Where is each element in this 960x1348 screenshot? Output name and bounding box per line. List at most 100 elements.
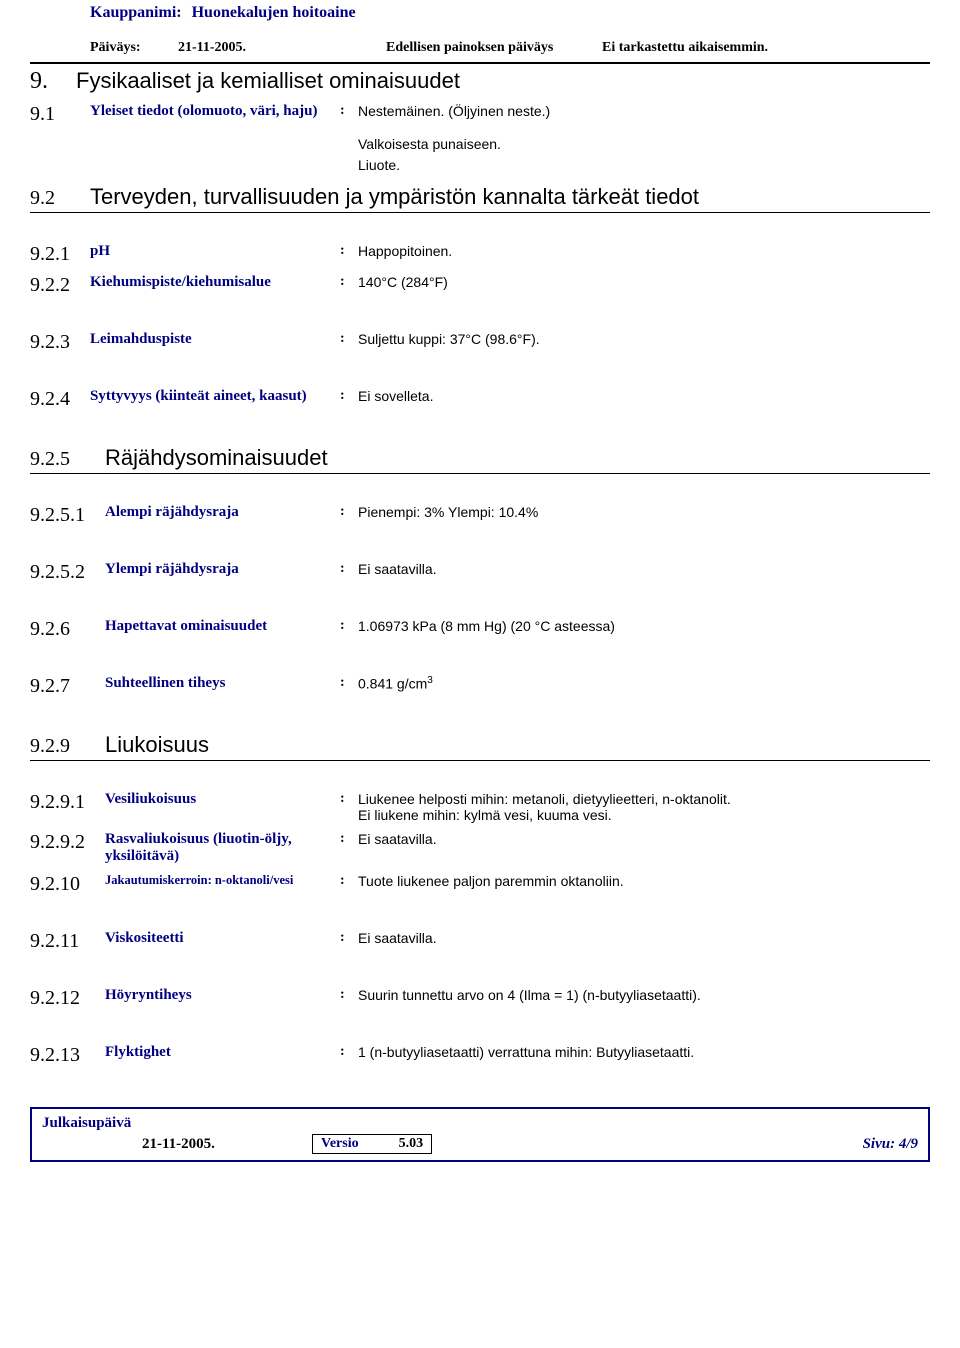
- footer-pub-label: Julkaisupäivä: [42, 1115, 918, 1132]
- sub-title: Liukoisuus: [105, 732, 209, 758]
- row-9-2-9-2: 9.2.9.2 Rasvaliukoisuus (liuotin-öljy, y…: [0, 831, 960, 865]
- row-label: Kiehumispiste/kiehumisalue: [90, 274, 340, 291]
- row-9-2-2: 9.2.2 Kiehumispiste/kiehumisalue : 140°C…: [0, 274, 960, 297]
- row-9-2-1: 9.2.1 pH : Happopitoinen.: [0, 243, 960, 266]
- row-num: 9.2.4: [30, 388, 90, 411]
- row-value: Ei saatavilla.: [358, 561, 930, 577]
- row-9-1-extra: Valkoisesta punaiseen. Liuote.: [0, 134, 960, 176]
- section-9-title: Fysikaaliset ja kemialliset ominaisuudet: [76, 68, 460, 94]
- row-num: 9.2.10: [30, 873, 105, 896]
- row-9-2-10: 9.2.10 Jakautumiskerroin: n-oktanoli/ves…: [0, 873, 960, 896]
- footer-version-label: Versio: [321, 1136, 359, 1152]
- extra-line: Valkoisesta punaiseen.: [358, 134, 960, 155]
- row-num: 9.2.1: [30, 243, 90, 266]
- row-label: Rasvaliukoisuus (liuotin-öljy, yksilöitä…: [105, 831, 340, 865]
- row-value: Ei saatavilla.: [358, 930, 930, 946]
- colon: :: [340, 791, 358, 807]
- row-label: Syttyvyys (kiinteät aineet, kaasut): [90, 388, 340, 405]
- colon: :: [340, 103, 358, 119]
- colon: :: [340, 561, 358, 577]
- sub-title: Terveyden, turvallisuuden ja ympäristön …: [90, 184, 699, 210]
- row-num: 9.2.5.2: [30, 561, 105, 584]
- row-value: 140°C (284°F): [358, 274, 930, 290]
- row-value: 0.841 g/cm3: [358, 675, 930, 692]
- header-tradename: Kauppanimi: Huonekalujen hoitoaine: [90, 4, 930, 22]
- date-value: 21-11-2005.: [178, 40, 386, 56]
- colon: :: [340, 274, 358, 290]
- page-footer: Julkaisupäivä 21-11-2005. Versio 5.03 Si…: [30, 1107, 930, 1162]
- colon: :: [340, 504, 358, 520]
- colon: :: [340, 930, 358, 946]
- row-label: Yleiset tiedot (olomuoto, väri, haju): [90, 103, 340, 120]
- footer-date: 21-11-2005.: [42, 1136, 312, 1153]
- row-num: 9.2.3: [30, 331, 90, 354]
- row-label: pH: [90, 243, 340, 260]
- header-dates: Päiväys: 21-11-2005. Edellisen painoksen…: [90, 40, 930, 56]
- row-9-2-5-2: 9.2.5.2 Ylempi räjähdysraja : Ei saatavi…: [0, 561, 960, 584]
- row-9-2-5-1: 9.2.5.1 Alempi räjähdysraja : Pienempi: …: [0, 504, 960, 527]
- row-9-2-12: 9.2.12 Höyryntiheys : Suurin tunnettu ar…: [0, 987, 960, 1010]
- colon: :: [340, 388, 358, 404]
- sub-num: 9.2: [30, 187, 90, 210]
- row-num: 9.2.11: [30, 930, 105, 953]
- row-9-2-3: 9.2.3 Leimahduspiste : Suljettu kuppi: 3…: [0, 331, 960, 354]
- row-label: Höyryntiheys: [105, 987, 340, 1004]
- row-num: 9.2.6: [30, 618, 105, 641]
- row-num: 9.2.12: [30, 987, 105, 1010]
- row-value: 1 (n-butyyliasetaatti) verrattuna mihin:…: [358, 1044, 930, 1060]
- row-value: Ei saatavilla.: [358, 831, 930, 847]
- row-num: 9.2.5.1: [30, 504, 105, 527]
- divider: [30, 760, 930, 761]
- row-label: Jakautumiskerroin: n-oktanoli/vesi: [105, 873, 340, 888]
- colon: :: [340, 331, 358, 347]
- section-9-2-9-header: 9.2.9 Liukoisuus: [0, 732, 960, 758]
- row-9-2-6: 9.2.6 Hapettavat ominaisuudet : 1.06973 …: [0, 618, 960, 641]
- row-9-2-13: 9.2.13 Flyktighet : 1 (n-butyyliasetaatt…: [0, 1044, 960, 1067]
- sub-title: Räjähdysominaisuudet: [105, 445, 328, 471]
- prev-value: Ei tarkastettu aikaisemmin.: [602, 40, 768, 56]
- row-9-2-4: 9.2.4 Syttyvyys (kiinteät aineet, kaasut…: [0, 388, 960, 411]
- date-label: Päiväys:: [90, 40, 178, 56]
- row-num: 9.2.9.1: [30, 791, 105, 814]
- row-num: 9.2.7: [30, 675, 105, 698]
- row-value: Happopitoinen.: [358, 243, 930, 259]
- colon: :: [340, 987, 358, 1003]
- row-label: Viskositeetti: [105, 930, 340, 947]
- row-9-2-11: 9.2.11 Viskositeetti : Ei saatavilla.: [0, 930, 960, 953]
- sub-num: 9.2.5: [30, 448, 105, 471]
- colon: :: [340, 675, 358, 691]
- row-label: Alempi räjähdysraja: [105, 504, 340, 521]
- footer-row: 21-11-2005. Versio 5.03 Sivu: 4/9: [42, 1134, 918, 1154]
- section-9-header: 9. Fysikaaliset ja kemialliset ominaisuu…: [0, 68, 960, 95]
- row-value: Suljettu kuppi: 37°C (98.6°F).: [358, 331, 930, 347]
- colon: :: [340, 873, 358, 889]
- footer-version-value: 5.03: [399, 1136, 424, 1152]
- divider: [30, 62, 930, 64]
- tradename-label: Kauppanimi:: [90, 4, 182, 22]
- row-9-2-7: 9.2.7 Suhteellinen tiheys : 0.841 g/cm3: [0, 675, 960, 698]
- row-label: Vesiliukoisuus: [105, 791, 340, 808]
- row-value: Nestemäinen. (Öljyinen neste.): [358, 103, 930, 119]
- divider: [30, 473, 930, 474]
- row-value: Liukenee helposti mihin: metanoli, diety…: [358, 791, 930, 823]
- sub-num: 9.2.9: [30, 735, 105, 758]
- section-9-num: 9.: [30, 68, 76, 95]
- tradename-value: Huonekalujen hoitoaine: [192, 4, 356, 22]
- row-num: 9.1: [30, 103, 90, 126]
- row-num: 9.2.13: [30, 1044, 105, 1067]
- row-label: Leimahduspiste: [90, 331, 340, 348]
- prev-label: Edellisen painoksen päiväys: [386, 40, 602, 56]
- colon: :: [340, 831, 358, 847]
- row-9-1: 9.1 Yleiset tiedot (olomuoto, väri, haju…: [0, 103, 960, 126]
- colon: :: [340, 618, 358, 634]
- row-label: Hapettavat ominaisuudet: [105, 618, 340, 635]
- row-9-2-9-1: 9.2.9.1 Vesiliukoisuus : Liukenee helpos…: [0, 791, 960, 823]
- row-label: Suhteellinen tiheys: [105, 675, 340, 692]
- row-num: 9.2.9.2: [30, 831, 105, 854]
- row-value: Tuote liukenee paljon paremmin oktanolii…: [358, 873, 930, 889]
- divider: [30, 212, 930, 213]
- row-value: Suurin tunnettu arvo on 4 (Ilma = 1) (n-…: [358, 987, 930, 1003]
- row-label: Ylempi räjähdysraja: [105, 561, 340, 578]
- row-label: Flyktighet: [105, 1044, 340, 1061]
- footer-version-box: Versio 5.03: [312, 1134, 432, 1154]
